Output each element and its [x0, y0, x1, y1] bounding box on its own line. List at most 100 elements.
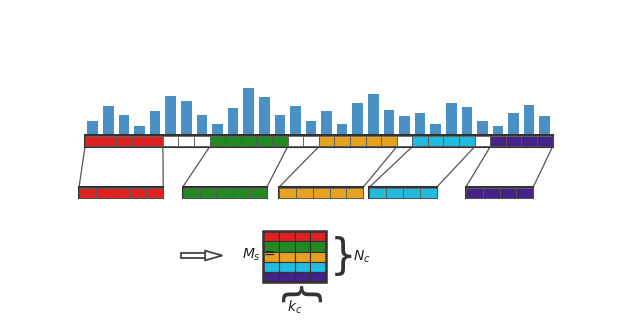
Bar: [310, 231, 326, 241]
Bar: [263, 252, 279, 262]
Bar: [296, 188, 313, 198]
Text: {: {: [274, 285, 316, 311]
Bar: [88, 121, 98, 135]
Bar: [369, 187, 437, 198]
Bar: [397, 135, 412, 146]
Bar: [233, 188, 250, 198]
Bar: [305, 121, 316, 135]
Bar: [113, 188, 129, 198]
Bar: [147, 135, 163, 146]
Bar: [537, 135, 552, 146]
Bar: [475, 135, 490, 146]
Bar: [279, 272, 295, 282]
Bar: [116, 135, 132, 146]
Bar: [225, 135, 241, 146]
Bar: [428, 135, 443, 146]
Text: $k_c$: $k_c$: [287, 299, 302, 316]
Bar: [163, 135, 179, 146]
Bar: [381, 135, 397, 146]
Bar: [165, 96, 176, 135]
Bar: [263, 241, 279, 252]
Bar: [368, 94, 379, 135]
Bar: [466, 188, 483, 198]
Bar: [303, 135, 318, 146]
Bar: [443, 135, 459, 146]
Bar: [119, 115, 129, 135]
Bar: [134, 126, 145, 135]
Bar: [295, 231, 310, 241]
Bar: [384, 110, 394, 135]
Bar: [241, 135, 256, 146]
Bar: [183, 187, 267, 198]
Bar: [366, 135, 381, 146]
Bar: [403, 188, 420, 198]
Bar: [483, 188, 499, 198]
Bar: [490, 135, 506, 146]
Bar: [216, 188, 233, 198]
Bar: [446, 103, 457, 135]
Bar: [200, 188, 216, 198]
Bar: [319, 135, 335, 146]
Bar: [350, 135, 366, 146]
Bar: [295, 241, 310, 252]
Polygon shape: [205, 251, 223, 260]
Bar: [259, 97, 269, 135]
Bar: [346, 188, 363, 198]
Bar: [150, 111, 160, 135]
Bar: [462, 107, 472, 135]
Bar: [295, 262, 310, 272]
Bar: [521, 135, 537, 146]
Bar: [263, 272, 279, 282]
Bar: [263, 231, 279, 241]
Bar: [310, 262, 326, 272]
Bar: [79, 187, 163, 198]
Bar: [420, 188, 437, 198]
Bar: [415, 113, 425, 135]
Bar: [129, 188, 146, 198]
Bar: [182, 254, 207, 258]
Bar: [499, 188, 516, 198]
Bar: [79, 188, 96, 198]
Bar: [399, 116, 410, 135]
Bar: [263, 262, 279, 272]
Bar: [310, 272, 326, 282]
Bar: [493, 126, 503, 135]
Bar: [250, 188, 267, 198]
Bar: [430, 124, 441, 135]
Text: $N_c$: $N_c$: [353, 248, 371, 265]
Text: $M_s$ =: $M_s$ =: [242, 247, 276, 263]
Bar: [412, 135, 428, 146]
Bar: [101, 135, 116, 146]
Bar: [353, 103, 363, 135]
Bar: [263, 231, 326, 282]
Bar: [330, 188, 346, 198]
Bar: [197, 115, 207, 135]
Bar: [132, 135, 147, 146]
Bar: [279, 262, 295, 272]
Bar: [272, 135, 287, 146]
Bar: [85, 135, 101, 146]
Bar: [210, 135, 225, 146]
Bar: [322, 111, 332, 135]
Bar: [310, 252, 326, 262]
Bar: [524, 105, 534, 135]
Text: }: }: [330, 236, 356, 277]
Bar: [290, 106, 300, 135]
Bar: [313, 188, 330, 198]
Bar: [295, 252, 310, 262]
Bar: [287, 135, 303, 146]
Bar: [466, 187, 533, 198]
Bar: [279, 241, 295, 252]
Bar: [279, 231, 295, 241]
Bar: [539, 116, 550, 135]
Bar: [477, 121, 488, 135]
Bar: [335, 135, 350, 146]
Bar: [310, 241, 326, 252]
Bar: [516, 188, 533, 198]
Bar: [183, 188, 200, 198]
Bar: [194, 135, 210, 146]
Bar: [179, 135, 194, 146]
Bar: [146, 188, 163, 198]
Bar: [103, 106, 114, 135]
Bar: [274, 115, 285, 135]
